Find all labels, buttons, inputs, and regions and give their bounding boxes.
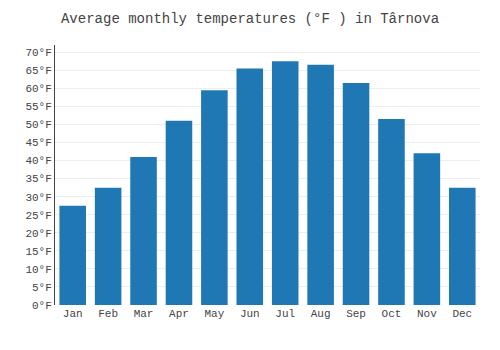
svg-text:May: May <box>204 308 224 320</box>
svg-text:0°F: 0°F <box>32 300 52 312</box>
svg-text:Sep: Sep <box>346 308 366 320</box>
svg-text:Apr: Apr <box>169 308 189 320</box>
svg-text:Jan: Jan <box>63 308 83 320</box>
svg-text:55°F: 55°F <box>25 101 51 113</box>
svg-text:10°F: 10°F <box>25 264 51 276</box>
svg-text:45°F: 45°F <box>25 137 51 149</box>
svg-text:70°F: 70°F <box>25 47 51 59</box>
svg-text:25°F: 25°F <box>25 210 51 222</box>
svg-text:Average monthly temperatures (: Average monthly temperatures (°F ) in Tâ… <box>61 11 439 27</box>
svg-text:Jun: Jun <box>240 308 260 320</box>
svg-text:50°F: 50°F <box>25 119 51 131</box>
svg-text:Jul: Jul <box>275 308 295 320</box>
svg-text:Oct: Oct <box>382 308 402 320</box>
svg-text:35°F: 35°F <box>25 173 51 185</box>
svg-text:Nov: Nov <box>417 308 437 320</box>
svg-text:Aug: Aug <box>311 308 331 320</box>
svg-text:15°F: 15°F <box>25 246 51 258</box>
svg-text:40°F: 40°F <box>25 155 51 167</box>
svg-text:20°F: 20°F <box>25 228 51 240</box>
svg-text:5°F: 5°F <box>32 282 52 294</box>
svg-text:60°F: 60°F <box>25 83 51 95</box>
svg-text:Dec: Dec <box>452 308 472 320</box>
svg-text:65°F: 65°F <box>25 65 51 77</box>
svg-text:Feb: Feb <box>98 308 118 320</box>
svg-text:30°F: 30°F <box>25 192 51 204</box>
svg-text:Mar: Mar <box>134 308 154 320</box>
